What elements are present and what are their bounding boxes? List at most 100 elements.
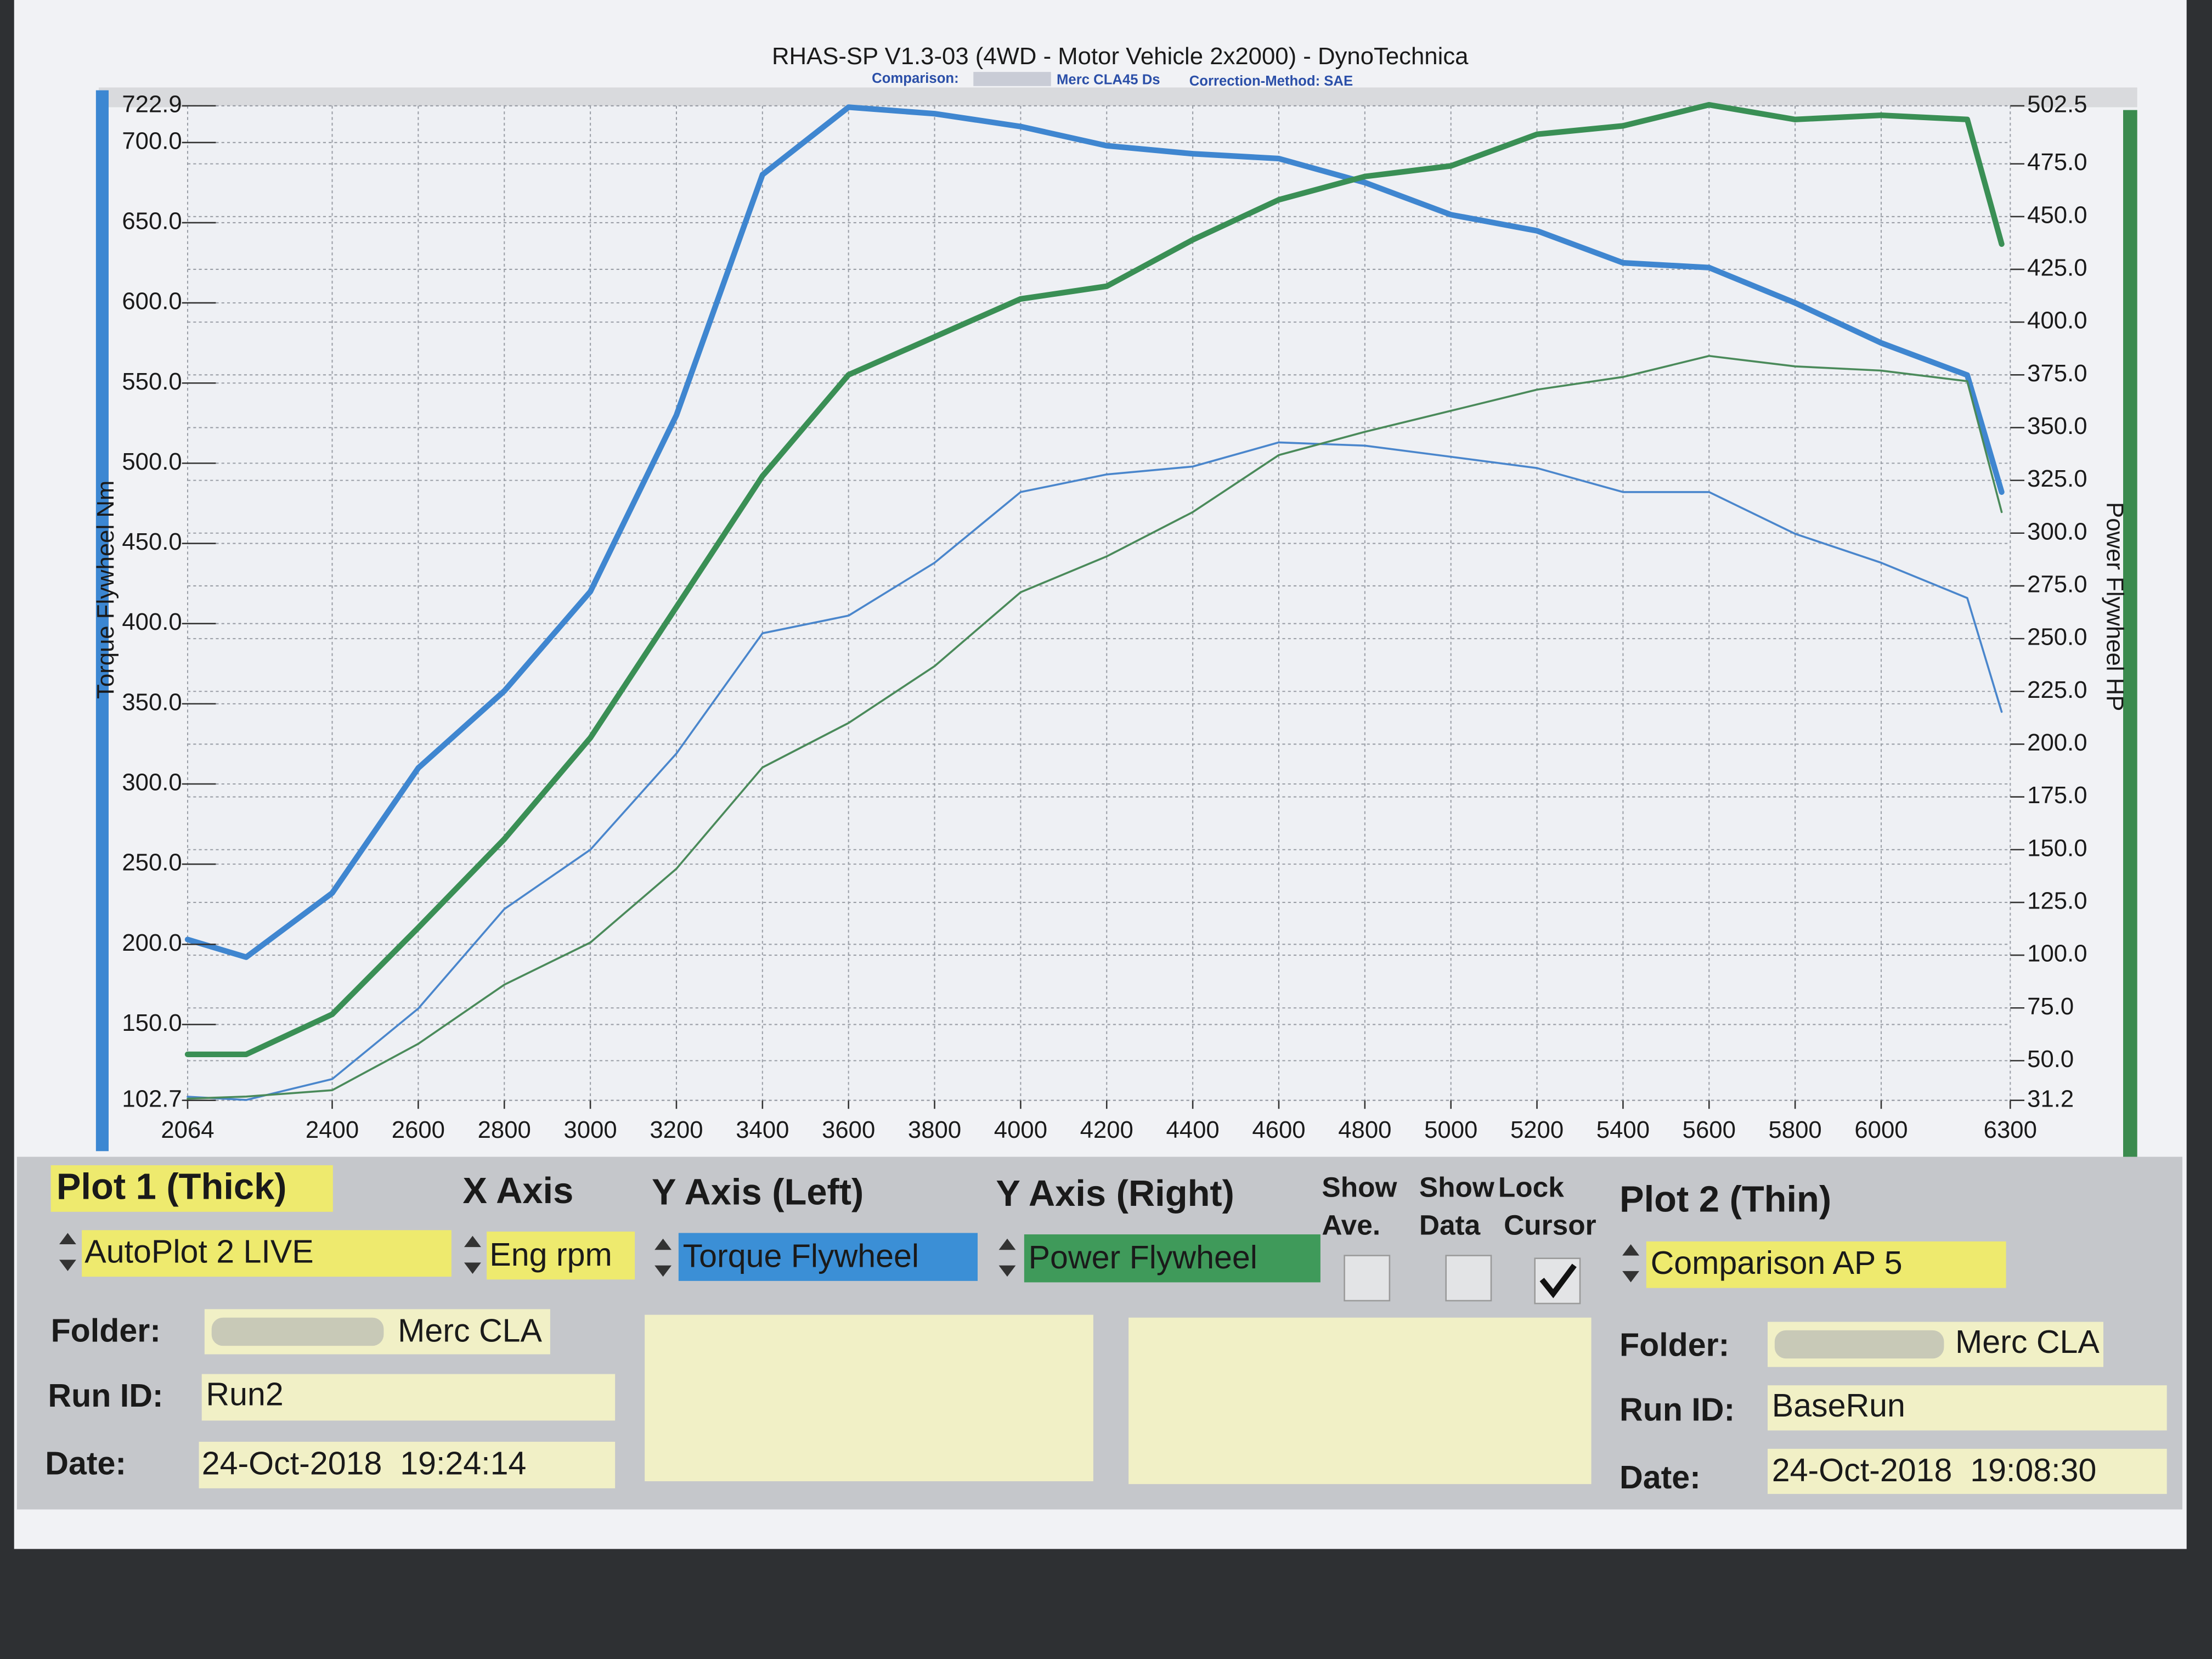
field-label: Date: (1620, 1459, 1701, 1496)
y2-tick-label: 300.0 (2027, 518, 2087, 545)
spinners (59, 1233, 1639, 1283)
y2-tick-label: 425.0 (2027, 255, 2087, 281)
empty-box (1128, 1317, 1592, 1485)
y2-tick-label: 225.0 (2027, 676, 2087, 703)
plot2-heading: Plot 2 (Thin) (1620, 1179, 1831, 1220)
field-box (1768, 1448, 2167, 1494)
x-tick-label: 5800 (1769, 1116, 1822, 1143)
select-box[interactable] (82, 1230, 452, 1277)
y-tick-label: 700.0 (122, 127, 182, 154)
field-label: Run ID: (1620, 1391, 1735, 1428)
check-label: Show (1322, 1171, 1397, 1203)
spinner[interactable] (1622, 1244, 1639, 1283)
y2-tick-label: 125.0 (2027, 887, 2087, 914)
y2-tick-label: 375.0 (2027, 360, 2087, 387)
right-axis-bar (2123, 110, 2137, 1171)
blurred-text (973, 72, 1051, 86)
grid (187, 105, 2011, 1101)
spinner[interactable] (654, 1238, 672, 1277)
plot-lines (184, 101, 2005, 1101)
x-tick-label: 2800 (478, 1116, 531, 1143)
y2-tick-label: 325.0 (2027, 465, 2087, 492)
y-tick-label: 600.0 (122, 288, 182, 315)
x-tick-label: 6300 (1984, 1116, 2037, 1143)
select-box[interactable] (487, 1231, 635, 1280)
subtitle: Correction-Method: SAE (1189, 74, 1353, 89)
y-tick-label: 300.0 (122, 769, 182, 796)
x-axis-select: Eng rpm (489, 1236, 612, 1273)
plot1-select: AutoPlot 2 LIVE (84, 1233, 313, 1270)
y2-axis-label: Power Flywheel HP (2101, 502, 2128, 711)
blurred-text (1774, 1330, 1944, 1359)
check-label: Cursor (1504, 1209, 1596, 1241)
x-tick-label: 3200 (650, 1116, 703, 1143)
field-value: 24-Oct-2018 19:24:14 (202, 1444, 527, 1481)
x-tick-label: 4600 (1252, 1116, 1305, 1143)
spinner[interactable] (59, 1233, 76, 1271)
check-mark (1539, 1263, 1577, 1299)
spinner[interactable] (464, 1235, 481, 1274)
field-label: Run ID: (48, 1377, 163, 1414)
x-tick-label: 2400 (306, 1116, 359, 1143)
y-tick-label: 500.0 (122, 448, 182, 475)
y2-tick-label: 75.0 (2027, 993, 2074, 1020)
y-tick-label: 400.0 (122, 608, 182, 635)
series-line (187, 354, 2003, 1100)
heading-bg (50, 1165, 333, 1212)
x-tick-label: 5200 (1510, 1116, 1564, 1143)
x-tick-label: 3000 (563, 1116, 617, 1143)
y2-tick-label: 502.5 (2027, 91, 2087, 117)
x-tick-label: 2064 (161, 1116, 214, 1143)
y-tick-label: 650.0 (122, 207, 182, 234)
y2-tick-label: 31.2 (2027, 1085, 2074, 1112)
y-left-select: Torque Flywheel (683, 1237, 919, 1274)
y-left-heading: Y Axis (Left) (652, 1172, 864, 1213)
field-value: Merc CLA (398, 1312, 542, 1349)
subtitle: Merc CLA45 Ds (1057, 72, 1160, 87)
select-box[interactable] (1024, 1234, 1321, 1283)
select-box[interactable] (678, 1233, 978, 1281)
y-axis-label: Torque Flywheel Nm (92, 481, 119, 699)
y-tick-label: 150.0 (122, 1009, 182, 1036)
y2-tick-label: 100.0 (2027, 940, 2087, 967)
chart-title: RHAS-SP V1.3-03 (4WD - Motor Vehicle 2x2… (772, 43, 1469, 70)
y-tick-label: 250.0 (122, 849, 182, 876)
checkbox[interactable] (1445, 1255, 1492, 1302)
y2-tick-label: 175.0 (2027, 782, 2087, 809)
x-tick-label: 3600 (822, 1116, 875, 1143)
series-line (187, 441, 2003, 1101)
spinner[interactable] (998, 1238, 1016, 1277)
y-tick-label: 450.0 (122, 528, 182, 555)
field-box (199, 1442, 616, 1488)
checkbox[interactable] (1344, 1255, 1391, 1302)
blurred-text (211, 1317, 384, 1346)
y-tick-label: 102.7 (122, 1085, 182, 1112)
y-tick-label: 350.0 (122, 689, 182, 715)
x-tick-label: 4200 (1080, 1116, 1133, 1143)
left-axis-bar (95, 90, 109, 1152)
check-label: Ave. (1322, 1209, 1380, 1241)
y2-tick-label: 250.0 (2027, 624, 2087, 651)
x-tick-label: 4400 (1166, 1116, 1220, 1143)
plot1-heading: Plot 1 (Thick) (57, 1166, 287, 1207)
field-value: Run2 (206, 1375, 283, 1412)
x-tick-label: 3400 (736, 1116, 789, 1143)
y2-tick-label: 475.0 (2027, 149, 2087, 176)
checkboxes (1344, 1255, 1581, 1305)
series-line (184, 101, 2005, 1058)
x-axis-heading: X Axis (462, 1170, 573, 1211)
y2-tick-label: 50.0 (2027, 1046, 2074, 1073)
select-box[interactable] (1646, 1241, 2006, 1288)
plot2-select: Comparison AP 5 (1651, 1244, 1903, 1281)
x-tick-label: 4000 (994, 1116, 1047, 1143)
x-tick-label: 4800 (1338, 1116, 1391, 1143)
x-tick-label: 6000 (1854, 1116, 1908, 1143)
field-label: Folder: (51, 1312, 161, 1349)
plot-area (188, 105, 2011, 1101)
check-label: Data (1419, 1209, 1481, 1241)
y-tick-label: 722.9 (122, 91, 182, 117)
x-tick-label: 5400 (1596, 1116, 1650, 1143)
field-value: BaseRun (1772, 1387, 1905, 1424)
field-box (201, 1374, 616, 1421)
